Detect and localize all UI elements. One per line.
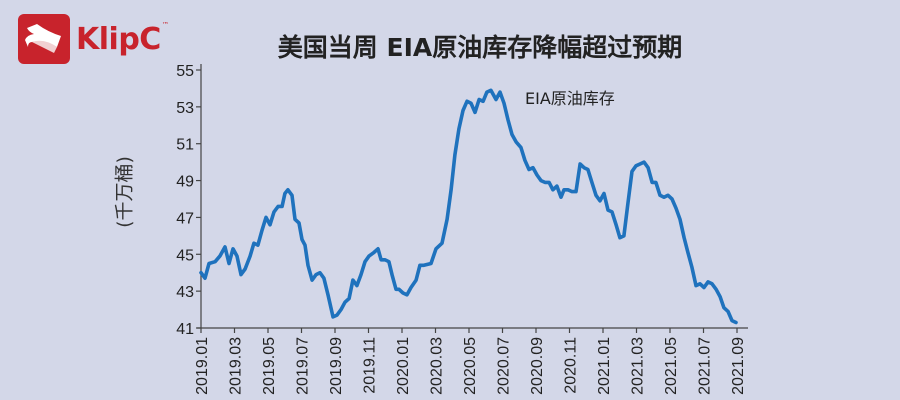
chart-title: 美国当周 EIA原油库存降幅超过预期: [277, 33, 683, 62]
y-tick-label: 55: [176, 63, 194, 80]
x-tick-label: 2019.03: [228, 337, 245, 395]
series-annotation: EIA原油库存: [525, 89, 615, 108]
y-tick-label: 49: [176, 174, 194, 191]
y-tick-label: 43: [176, 284, 194, 301]
series-line-eia-crude-inventory: [199, 88, 738, 325]
x-tick-label: 2019.01: [194, 337, 211, 395]
x-tick-label: 2020.07: [496, 337, 513, 395]
x-tick-label: 2021.01: [596, 337, 613, 395]
ribbon-icon: [18, 14, 70, 64]
x-tick-label: 2021.09: [730, 337, 747, 395]
x-tick-label: 2020.05: [462, 337, 479, 395]
trademark: ™: [161, 21, 169, 29]
x-tick-label: 2019.09: [328, 337, 345, 395]
x-tick-label: 2020.01: [395, 337, 412, 395]
y-tick-label: 51: [176, 137, 194, 154]
x-tick-label: 2021.03: [630, 337, 647, 395]
x-tick-label: 2021.05: [663, 337, 680, 395]
y-tick-label: 53: [176, 100, 194, 117]
x-tick-label: 2020.09: [529, 337, 546, 395]
x-tick-label: 2019.11: [362, 337, 379, 394]
x-tick-label: 2019.05: [261, 337, 278, 395]
x-tick-label: 2020.03: [429, 337, 446, 395]
brand-name: KlipC: [76, 21, 161, 57]
x-tick-label: 2019.07: [295, 337, 312, 395]
y-tick-label: 41: [176, 321, 194, 338]
axes: 41 43 45 47 49 51 53 55 2019.01 2019.03 2019.05 201…: [176, 63, 748, 395]
klipc-logo: KlipC ™: [18, 14, 169, 64]
x-tick-label: 2020.11: [563, 337, 580, 394]
x-tick-label: 2021.07: [697, 337, 714, 395]
y-tick-label: 45: [176, 247, 194, 264]
y-tick-label: 47: [176, 210, 194, 227]
